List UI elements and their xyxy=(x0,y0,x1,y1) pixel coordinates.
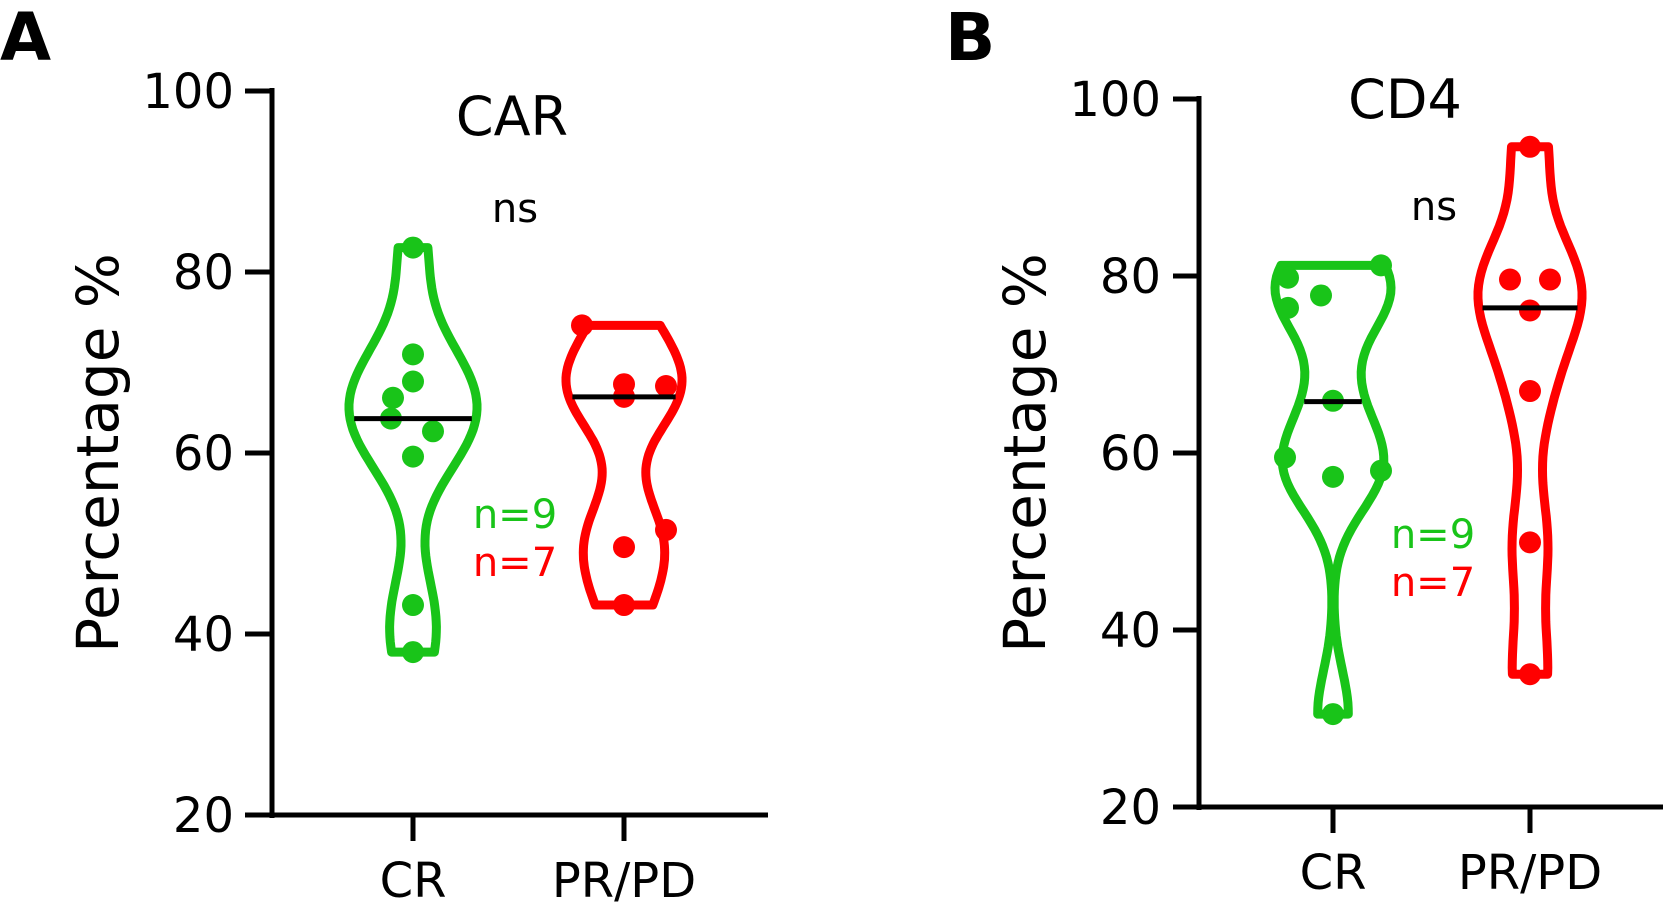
y-tick-label: 100 xyxy=(142,64,234,120)
panel-b: B CD4 ns Percentage % n=9 n=7 20 40 60 80 10… xyxy=(945,0,1663,901)
data-point xyxy=(655,375,677,398)
data-point xyxy=(1322,465,1344,488)
data-point xyxy=(402,445,424,468)
data-point xyxy=(402,343,424,366)
data-point xyxy=(402,594,424,617)
data-point xyxy=(1370,459,1392,482)
panel-label: A xyxy=(0,0,51,76)
data-point xyxy=(402,236,424,259)
y-tick-label: 60 xyxy=(1100,426,1161,482)
data-point xyxy=(402,370,424,393)
y-tick-label: 40 xyxy=(173,607,234,663)
significance-label: ns xyxy=(1411,184,1457,230)
plot-area: 20 40 60 80 100 CR PR/PD xyxy=(1069,72,1663,901)
y-tick-label: 80 xyxy=(1100,249,1161,305)
data-point xyxy=(1277,296,1299,319)
n-label-cr: n=9 xyxy=(473,492,557,538)
data-point xyxy=(1519,135,1541,158)
data-point xyxy=(382,386,404,409)
data-point xyxy=(1277,266,1299,289)
y-tick-label: 40 xyxy=(1100,603,1161,659)
data-point xyxy=(1274,446,1296,469)
violin-cr xyxy=(344,243,482,657)
data-point xyxy=(1519,380,1541,403)
data-point xyxy=(571,314,593,337)
data-point xyxy=(422,420,444,443)
data-point xyxy=(1322,703,1344,726)
y-axis-label: Percentage % xyxy=(991,253,1059,653)
panel-label: B xyxy=(945,0,995,76)
n-label-prpd: n=7 xyxy=(473,540,557,586)
y-tick-label: 20 xyxy=(1100,780,1161,836)
x-tick-label: PR/PD xyxy=(1458,845,1602,901)
y-axis-label: Percentage % xyxy=(64,253,132,653)
y-tick-label: 60 xyxy=(173,426,234,482)
x-tick-label: PR/PD xyxy=(552,853,696,909)
n-label-prpd: n=7 xyxy=(1391,560,1475,606)
violin-cr xyxy=(1270,260,1396,719)
y-tick-label: 20 xyxy=(173,788,234,844)
x-tick-label: CR xyxy=(380,853,447,909)
data-point xyxy=(1519,663,1541,686)
data-point xyxy=(1519,299,1541,322)
data-point xyxy=(402,641,424,664)
violin-pr-pd xyxy=(561,320,687,610)
plot-area: 20 40 60 80 100 CR PR/PD xyxy=(142,64,768,909)
data-point xyxy=(1539,268,1561,291)
y-tick-label: 80 xyxy=(173,245,234,301)
chart-title: CAR xyxy=(456,85,568,148)
data-point xyxy=(1310,284,1332,307)
data-point xyxy=(613,594,635,617)
panel-a: A CAR ns Percentage % n=9 n=7 20 40 60 80 10… xyxy=(0,0,768,909)
data-point xyxy=(655,518,677,541)
x-tick-label: CR xyxy=(1300,845,1367,901)
data-point xyxy=(1499,268,1521,291)
n-label-cr: n=9 xyxy=(1391,512,1475,558)
data-point xyxy=(1370,254,1392,277)
y-tick-label: 100 xyxy=(1069,72,1161,128)
violin-pr-pd xyxy=(1473,142,1587,679)
chart-title: CD4 xyxy=(1348,68,1462,131)
data-point xyxy=(1519,531,1541,554)
significance-label: ns xyxy=(492,186,538,232)
data-point xyxy=(613,536,635,559)
